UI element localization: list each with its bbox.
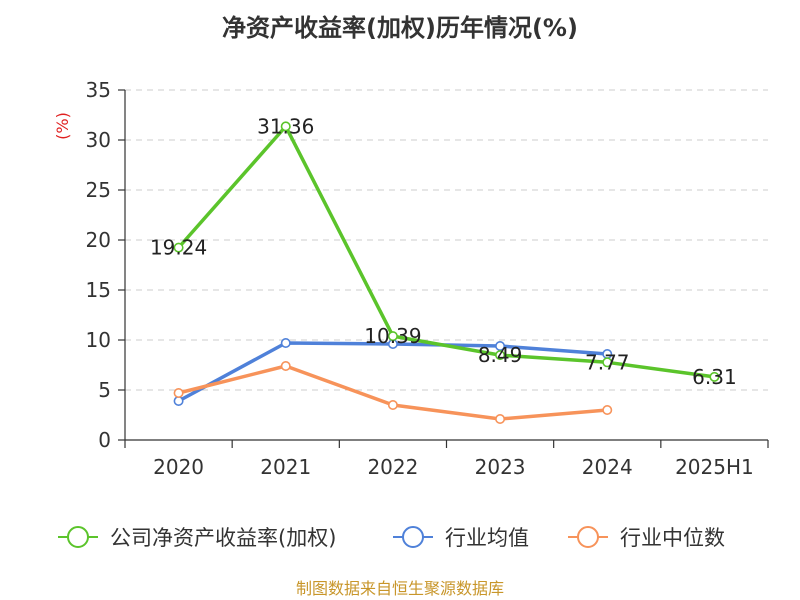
legend-item-0: 公司净资产收益率(加权) (58, 526, 336, 550)
point-2-2023 (495, 413, 506, 424)
x-tick-label-2025H1: 2025H1 (675, 455, 754, 479)
data-label-2022: 10.39 (364, 324, 421, 348)
data-label-2021: 31.36 (257, 114, 314, 138)
x-tick-label-2020: 2020 (153, 455, 204, 479)
legend-marker-1 (402, 526, 424, 548)
data-label-2023: 8.49 (478, 343, 523, 367)
y-tick-label-10: 10 (86, 328, 111, 352)
y-tick-label-30: 30 (86, 128, 111, 152)
point-0-2023 (495, 350, 506, 361)
axes: 0 5 10 15 20 25 30 35 2020 2021 2022 2023 2024 2025H1 (86, 78, 769, 479)
point-2-2020 (173, 387, 184, 398)
data-label-2025H1: 6.31 (692, 365, 737, 389)
legend-item-1: 行业均值 (393, 526, 529, 550)
chart-title: 净资产收益率(加权)历年情况(%) (222, 14, 578, 42)
series-0 (173, 121, 720, 382)
point-0-2024 (602, 357, 613, 368)
legend-marker-0 (67, 526, 89, 548)
data-label-2024: 7.77 (585, 350, 630, 374)
point-2-2021 (280, 360, 291, 371)
y-tick-label-5: 5 (98, 378, 111, 402)
series-layer (173, 121, 720, 424)
y-tick-label-25: 25 (86, 178, 111, 202)
point-2-2024 (602, 404, 613, 415)
legend-marker-2 (577, 526, 599, 548)
data-label-2020: 19.24 (150, 236, 207, 260)
legend-label-0: 公司净资产收益率(加权) (110, 526, 336, 550)
series-2 (173, 360, 613, 424)
series-line-1 (177, 341, 608, 403)
series-line-2 (178, 364, 608, 421)
point-2-2022 (387, 399, 398, 410)
y-tick-label-0: 0 (98, 428, 111, 452)
x-tick-label-2023: 2023 (475, 455, 526, 479)
x-tick-label-2022: 2022 (367, 455, 418, 479)
point-0-2025H1 (709, 371, 720, 382)
y-axis-unit-label: (%) (53, 112, 72, 140)
point-0-2021 (280, 121, 291, 132)
source-note: 制图数据来自恒生聚源数据库 (296, 579, 504, 598)
point-0-2022 (387, 331, 398, 342)
series-line-0 (177, 124, 715, 379)
y-tick-label-15: 15 (86, 278, 111, 302)
x-tick-label-2021: 2021 (260, 455, 311, 479)
gridlines (125, 89, 768, 391)
legend-label-1: 行业均值 (445, 526, 529, 550)
point-1-2021 (280, 337, 291, 348)
point-1-2020 (173, 395, 184, 406)
legend: 公司净资产收益率(加权) 行业均值 行业中位数 (58, 526, 725, 550)
point-0-2020 (173, 242, 184, 253)
legend-item-2: 行业中位数 (568, 526, 725, 550)
y-tick-label-35: 35 (86, 78, 111, 102)
data-labels: 19.24 31.36 10.39 8.49 7.77 6.31 (150, 114, 737, 389)
y-tick-label-20: 20 (86, 228, 111, 252)
legend-label-2: 行业中位数 (620, 526, 725, 550)
series-1 (173, 337, 613, 406)
x-tick-label-2024: 2024 (582, 455, 633, 479)
